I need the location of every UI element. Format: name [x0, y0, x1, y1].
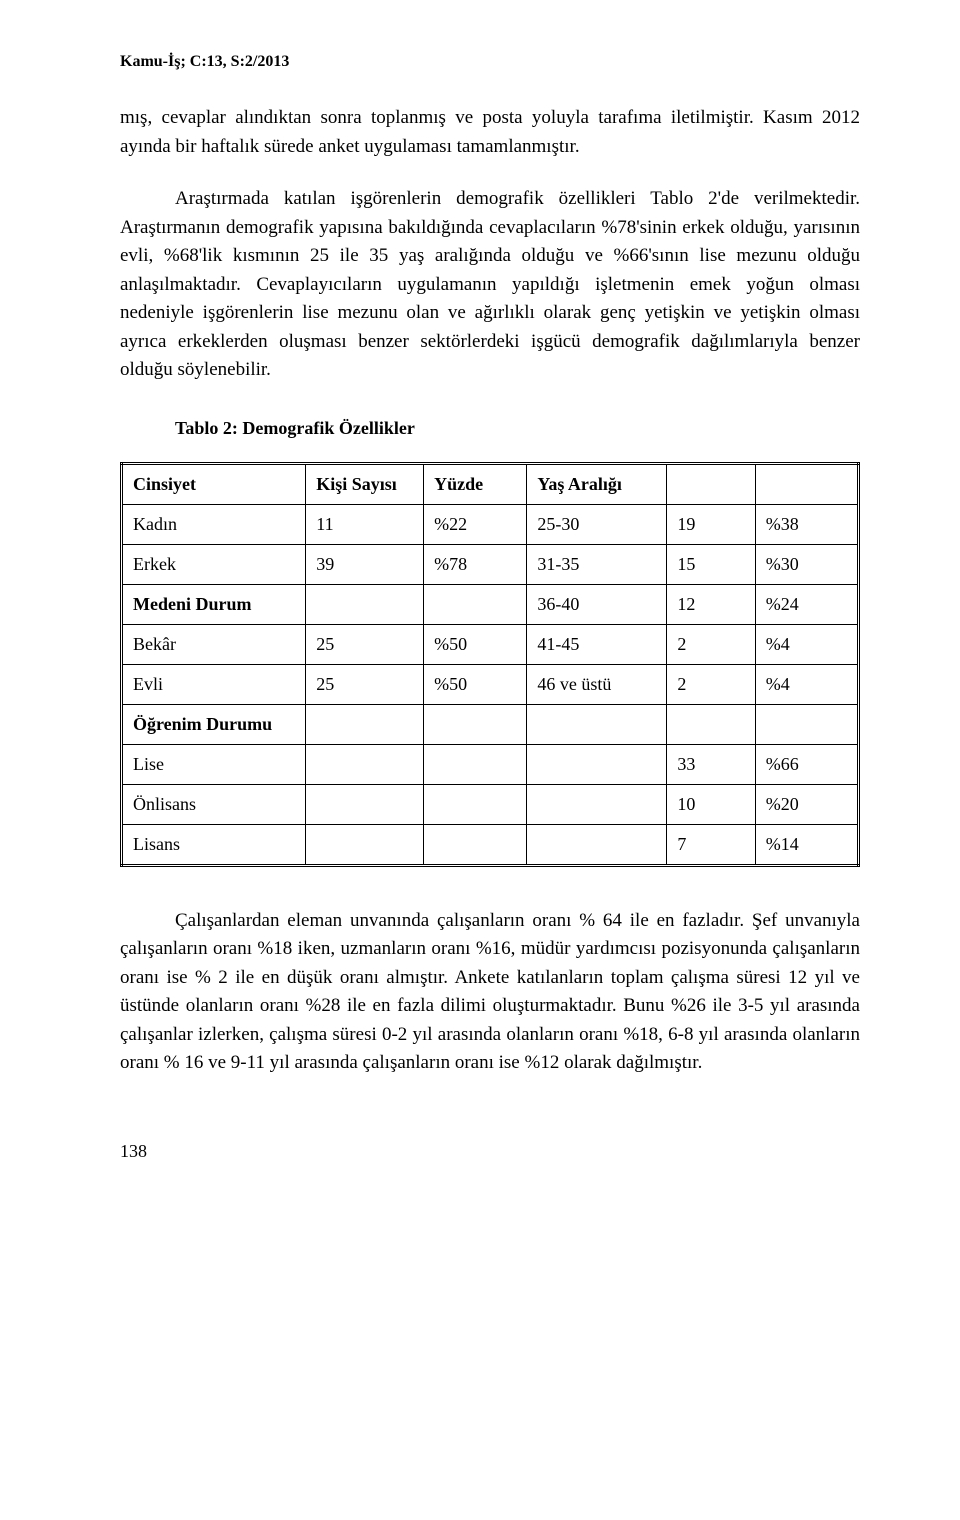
table-row: Lisans 7%14 — [122, 824, 859, 865]
table-cell — [667, 704, 755, 744]
paragraph-1: mış, cevaplar alındıktan sonra toplanmış… — [120, 104, 860, 161]
table-cell: %4 — [755, 664, 858, 704]
table-row: Öğrenim Durumu — [122, 704, 859, 744]
table-cell — [306, 824, 424, 865]
table-cell — [424, 704, 527, 744]
table-cell: %50 — [424, 664, 527, 704]
table-row: Medeni Durum 36-4012%24 — [122, 584, 859, 624]
col-header-empty1 — [667, 463, 755, 504]
table-cell: 25-30 — [527, 504, 667, 544]
table-cell: Bekâr — [122, 624, 306, 664]
table-cell: %24 — [755, 584, 858, 624]
paragraph-3: Çalışanlardan eleman unvanında çalışanla… — [120, 907, 860, 1078]
table-cell — [424, 584, 527, 624]
table-cell — [424, 784, 527, 824]
col-header-cinsiyet: Cinsiyet — [122, 463, 306, 504]
table-row: Lise 33%66 — [122, 744, 859, 784]
table-cell: Medeni Durum — [122, 584, 306, 624]
table-cell: %4 — [755, 624, 858, 664]
table-cell — [527, 704, 667, 744]
journal-header: Kamu-İş; C:13, S:2/2013 — [120, 50, 860, 74]
table-cell: 41-45 — [527, 624, 667, 664]
table-cell — [527, 784, 667, 824]
col-header-yuzde: Yüzde — [424, 463, 527, 504]
table-cell: 2 — [667, 664, 755, 704]
table-cell: 10 — [667, 784, 755, 824]
table-cell — [306, 584, 424, 624]
table-cell: 15 — [667, 544, 755, 584]
table-row: Kadın11%2225-3019%38 — [122, 504, 859, 544]
table-cell: 25 — [306, 624, 424, 664]
table-header-row: Cinsiyet Kişi Sayısı Yüzde Yaş Aralığı — [122, 463, 859, 504]
table-cell: 7 — [667, 824, 755, 865]
table-cell: %38 — [755, 504, 858, 544]
table-row: Bekâr25%5041-452%4 — [122, 624, 859, 664]
table-cell: Lisans — [122, 824, 306, 865]
table-row: Önlisans 10%20 — [122, 784, 859, 824]
table-cell: %20 — [755, 784, 858, 824]
table-cell: %78 — [424, 544, 527, 584]
table-cell — [306, 744, 424, 784]
paragraph-2: Araştırmada katılan işgörenlerin demogra… — [120, 185, 860, 385]
table-cell: 2 — [667, 624, 755, 664]
table-cell: 31-35 — [527, 544, 667, 584]
table-row: Evli25%5046 ve üstü2%4 — [122, 664, 859, 704]
table-cell — [527, 744, 667, 784]
table-cell: %66 — [755, 744, 858, 784]
table-row: Erkek39%7831-3515%30 — [122, 544, 859, 584]
table-cell: 46 ve üstü — [527, 664, 667, 704]
table-cell: Önlisans — [122, 784, 306, 824]
table-cell: %22 — [424, 504, 527, 544]
table-title: Tablo 2: Demografik Özellikler — [175, 415, 860, 442]
table-cell — [306, 784, 424, 824]
table-cell: %14 — [755, 824, 858, 865]
page-number: 138 — [120, 1138, 860, 1165]
demographics-table: Cinsiyet Kişi Sayısı Yüzde Yaş Aralığı K… — [120, 462, 860, 867]
table-cell: 33 — [667, 744, 755, 784]
table-cell: 19 — [667, 504, 755, 544]
col-header-yas: Yaş Aralığı — [527, 463, 667, 504]
col-header-empty2 — [755, 463, 858, 504]
table-cell: 11 — [306, 504, 424, 544]
table-cell: 39 — [306, 544, 424, 584]
table-cell: 36-40 — [527, 584, 667, 624]
table-cell: Kadın — [122, 504, 306, 544]
col-header-kisi: Kişi Sayısı — [306, 463, 424, 504]
table-cell — [755, 704, 858, 744]
table-cell — [424, 824, 527, 865]
table-cell: Evli — [122, 664, 306, 704]
table-cell: %30 — [755, 544, 858, 584]
table-cell — [527, 824, 667, 865]
table-cell: Lise — [122, 744, 306, 784]
table-cell: %50 — [424, 624, 527, 664]
table-cell: Erkek — [122, 544, 306, 584]
table-cell: 25 — [306, 664, 424, 704]
table-cell: Öğrenim Durumu — [122, 704, 306, 744]
table-cell — [424, 744, 527, 784]
table-cell — [306, 704, 424, 744]
table-cell: 12 — [667, 584, 755, 624]
